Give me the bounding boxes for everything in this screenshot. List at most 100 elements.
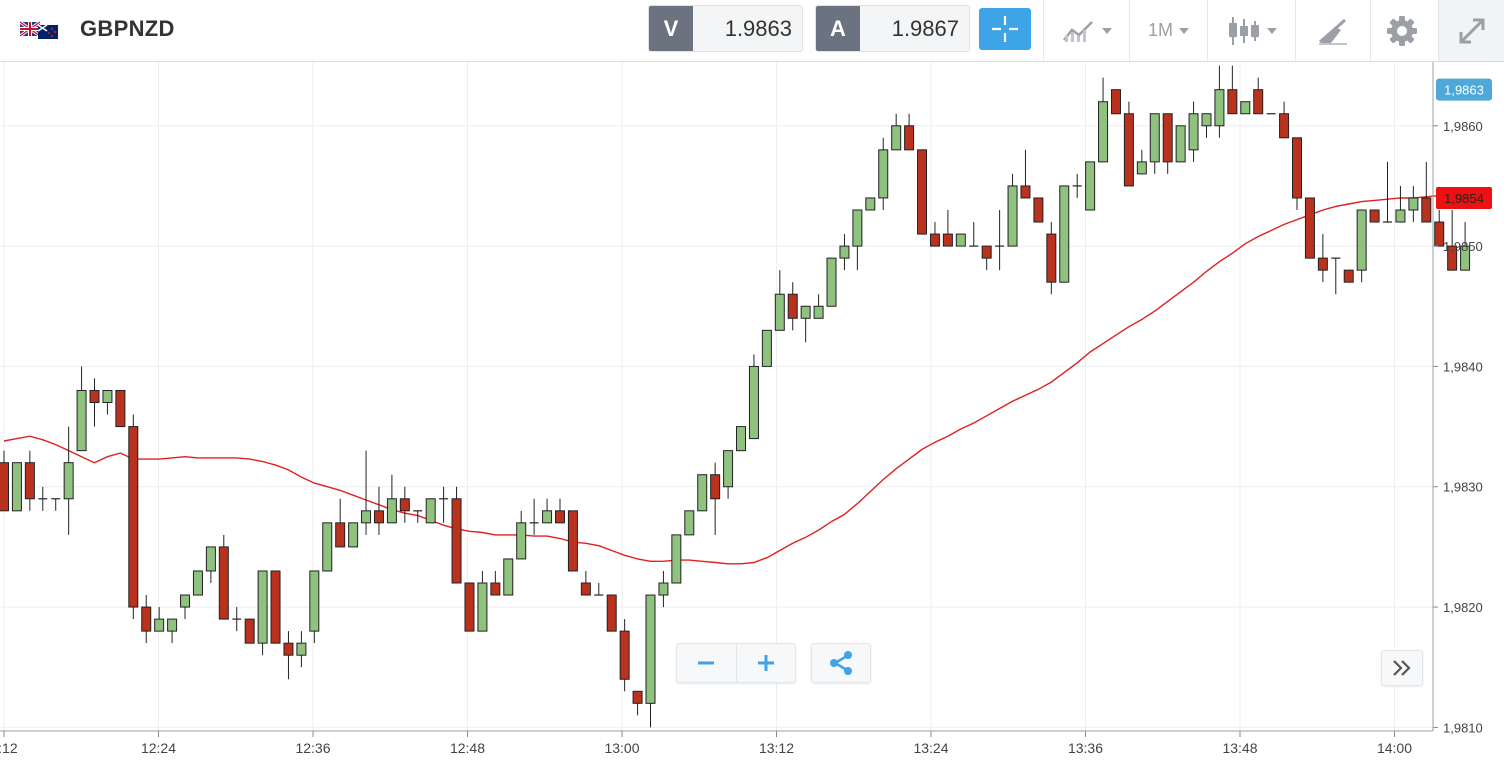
candle	[955, 233, 966, 247]
candle-body-bear	[710, 474, 721, 500]
candle	[51, 498, 61, 511]
candle-body-bull	[1214, 89, 1225, 127]
candle	[632, 690, 643, 716]
x-tick-label: 13:12	[759, 740, 794, 756]
fullscreen-button[interactable]	[1438, 0, 1504, 61]
candle-body-bear	[24, 462, 35, 500]
candle	[1188, 101, 1199, 162]
candle-body-bull	[955, 233, 966, 247]
candle-body-bull	[658, 582, 669, 596]
candle-body-bear	[335, 522, 346, 548]
candle-body-bear	[1434, 221, 1445, 247]
candle-body-bull	[102, 389, 113, 404]
candle-body-bull	[167, 618, 178, 632]
candle-body-bull	[425, 498, 436, 524]
chart-type-dropdown[interactable]	[1207, 0, 1295, 61]
candle	[567, 510, 578, 572]
candle-body-bull	[1175, 125, 1186, 163]
ma-value-label: 1,9854	[1444, 191, 1484, 206]
crosshair-button[interactable]	[979, 8, 1031, 50]
zoom-in-button[interactable]	[735, 644, 796, 682]
candle-body-bear	[1447, 245, 1458, 271]
candle	[619, 619, 630, 692]
candle-body-bear	[490, 582, 501, 596]
candle	[167, 618, 178, 644]
candle-body-bear	[1033, 197, 1044, 223]
candle	[1279, 101, 1290, 139]
candle	[542, 498, 553, 524]
candle-body-bear	[464, 582, 475, 632]
candle	[1162, 113, 1173, 174]
sell-price-button[interactable]: V 1.9863	[648, 5, 803, 52]
candle-body-bear	[632, 690, 643, 704]
zoom-out-button[interactable]	[677, 644, 736, 682]
candle	[1304, 197, 1315, 259]
candle	[917, 149, 928, 235]
candle	[710, 462, 721, 535]
candle	[1434, 209, 1445, 247]
candle-body-bull	[1201, 113, 1212, 127]
candle	[1149, 113, 1160, 174]
candlestick-type-icon	[1228, 16, 1259, 45]
candle-body-bull	[826, 257, 837, 307]
candle-body-bear	[1162, 113, 1173, 163]
candle	[244, 618, 255, 644]
x-tick-label: 13:48	[1222, 740, 1257, 756]
last-price-label: 1,9863	[1444, 83, 1484, 98]
candle	[723, 450, 734, 499]
candle-body-bull	[878, 149, 889, 199]
candle	[309, 570, 320, 644]
scroll-to-latest-button[interactable]	[1381, 650, 1423, 686]
candle	[800, 305, 811, 343]
candle	[774, 270, 785, 331]
candle-body-bear	[567, 510, 578, 572]
candle	[361, 450, 372, 535]
candle-body-bull	[516, 522, 527, 560]
candle-body-bear	[1304, 197, 1315, 259]
candle-body-bull	[748, 365, 759, 440]
candle	[995, 209, 1005, 271]
candle	[257, 570, 268, 656]
candle	[606, 594, 617, 632]
share-button[interactable]	[811, 643, 871, 683]
candle-body-bull	[348, 522, 359, 548]
candle	[102, 389, 113, 415]
candle	[63, 426, 74, 535]
candle-body-bull	[800, 305, 811, 319]
x-tick-label: 13:36	[1068, 740, 1103, 756]
candle-body-bull	[645, 594, 656, 704]
chart-toolbar: GBPNZD V 1.9863 A 1.9867 1M	[0, 0, 1504, 62]
y-tick-label: 1,9820	[1443, 600, 1483, 615]
candle	[1253, 77, 1264, 115]
last-price-tag	[1436, 78, 1492, 101]
drawing-tools-button[interactable]	[1295, 0, 1370, 61]
candle	[516, 510, 527, 560]
candle-body-bear	[1046, 233, 1057, 283]
candle	[1201, 113, 1212, 138]
candle	[813, 294, 824, 319]
price-chart[interactable]: 1,9810 1,9820 1,9830 1,9840 1,9850 1,9860 2:12…	[0, 62, 1504, 772]
candle	[477, 570, 488, 632]
candle	[322, 522, 333, 572]
candle	[1421, 161, 1432, 223]
candle	[154, 607, 165, 632]
candle-body-bull	[1007, 185, 1018, 247]
buy-price-button[interactable]: A 1.9867	[815, 5, 970, 52]
candle	[658, 570, 669, 608]
candle-body-bull	[852, 209, 863, 247]
candle	[1356, 209, 1367, 283]
timeframe-dropdown[interactable]: 1M	[1129, 0, 1207, 61]
moving-average-layer	[3, 193, 1478, 565]
candle	[1383, 161, 1393, 223]
candle-body-bull	[1098, 101, 1109, 163]
candle	[1136, 149, 1147, 175]
sell-price-label: V	[649, 6, 693, 51]
candle-body-bull	[296, 642, 307, 656]
candle	[1447, 209, 1458, 271]
candle-body-bull	[11, 462, 22, 512]
candle	[348, 522, 359, 548]
zoom-controls	[676, 643, 796, 683]
indicators-button[interactable]	[1043, 0, 1129, 61]
settings-button[interactable]	[1370, 0, 1433, 61]
candle-body-bear	[1123, 113, 1134, 187]
